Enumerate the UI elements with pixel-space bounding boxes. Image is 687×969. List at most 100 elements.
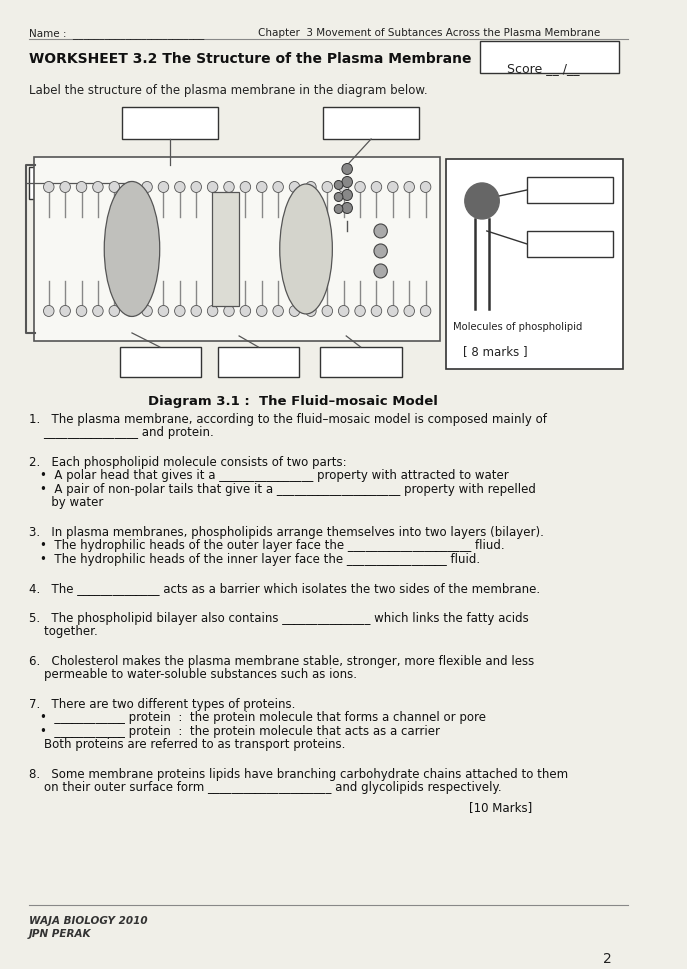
Bar bbox=[218, 348, 300, 378]
Circle shape bbox=[289, 306, 300, 317]
Circle shape bbox=[342, 203, 352, 214]
Circle shape bbox=[224, 182, 234, 193]
Circle shape bbox=[273, 306, 284, 317]
Text: WORKSHEET 3.2 The Structure of the Plasma Membrane: WORKSHEET 3.2 The Structure of the Plasm… bbox=[29, 52, 471, 66]
Bar bbox=[120, 348, 201, 378]
Circle shape bbox=[158, 182, 169, 193]
Circle shape bbox=[335, 181, 343, 190]
Text: 5.   The phospholipid bilayer also contains _______________ which links the fatt: 5. The phospholipid bilayer also contain… bbox=[29, 611, 528, 624]
Text: Score __ /__: Score __ /__ bbox=[507, 62, 579, 75]
Circle shape bbox=[387, 182, 398, 193]
Text: by water: by water bbox=[40, 496, 104, 509]
Bar bbox=[446, 160, 622, 369]
Text: •  A polar head that gives it a ________________ property with attracted to wate: • A polar head that gives it a _________… bbox=[40, 469, 509, 482]
Bar bbox=[212, 193, 239, 306]
Text: 3.   In plasma membranes, phospholipids arrange themselves into two layers (bila: 3. In plasma membranes, phospholipids ar… bbox=[29, 525, 543, 539]
Bar bbox=[122, 108, 218, 140]
Circle shape bbox=[306, 306, 316, 317]
Circle shape bbox=[126, 182, 136, 193]
Text: WAJA BIOLOGY 2010: WAJA BIOLOGY 2010 bbox=[29, 915, 147, 925]
Circle shape bbox=[240, 182, 251, 193]
Text: permeable to water-soluble substances such as ions.: permeable to water-soluble substances su… bbox=[29, 668, 357, 680]
Text: Chapter  3 Movement of Subtances Across the Plasma Membrane: Chapter 3 Movement of Subtances Across t… bbox=[258, 28, 600, 38]
Circle shape bbox=[371, 182, 382, 193]
Circle shape bbox=[374, 265, 387, 279]
Circle shape bbox=[374, 225, 387, 238]
Circle shape bbox=[174, 182, 185, 193]
Text: •  The hydrophilic heads of the inner layer face the _________________ fluid.: • The hydrophilic heads of the inner lay… bbox=[40, 552, 480, 565]
Circle shape bbox=[465, 184, 499, 220]
Text: 7.   There are two different types of proteins.: 7. There are two different types of prot… bbox=[29, 697, 295, 710]
Text: JPN PERAK: JPN PERAK bbox=[29, 928, 91, 938]
Bar bbox=[29, 168, 124, 200]
Circle shape bbox=[342, 190, 352, 202]
Circle shape bbox=[322, 306, 333, 317]
Text: 2.   Each phospholipid molecule consists of two parts:: 2. Each phospholipid molecule consists o… bbox=[29, 455, 346, 468]
Circle shape bbox=[109, 306, 120, 317]
Circle shape bbox=[339, 182, 349, 193]
Circle shape bbox=[339, 306, 349, 317]
Circle shape bbox=[142, 182, 153, 193]
Text: •  A pair of non-polar tails that give it a _____________________ property with : • A pair of non-polar tails that give it… bbox=[40, 483, 536, 495]
Circle shape bbox=[60, 182, 71, 193]
Circle shape bbox=[404, 182, 414, 193]
Circle shape bbox=[191, 182, 201, 193]
Text: Molecules of phospholipid: Molecules of phospholipid bbox=[453, 322, 583, 331]
Circle shape bbox=[93, 306, 103, 317]
Circle shape bbox=[374, 245, 387, 259]
Text: Diagram 3.1 :  The Fluid–mosaic Model: Diagram 3.1 : The Fluid–mosaic Model bbox=[148, 394, 438, 408]
Circle shape bbox=[142, 306, 153, 317]
Circle shape bbox=[342, 177, 352, 188]
Bar bbox=[324, 108, 419, 140]
Circle shape bbox=[354, 182, 365, 193]
Bar bbox=[480, 42, 619, 74]
Circle shape bbox=[240, 306, 251, 317]
Text: ________________ and protein.: ________________ and protein. bbox=[29, 426, 214, 439]
Circle shape bbox=[273, 182, 284, 193]
Circle shape bbox=[371, 306, 382, 317]
Circle shape bbox=[289, 182, 300, 193]
Circle shape bbox=[93, 182, 103, 193]
Circle shape bbox=[43, 306, 54, 317]
Circle shape bbox=[256, 306, 267, 317]
Circle shape bbox=[158, 306, 169, 317]
Circle shape bbox=[109, 182, 120, 193]
Text: 8.   Some membrane proteins lipids have branching carbohydrate chains attached t: 8. Some membrane proteins lipids have br… bbox=[29, 767, 568, 780]
Circle shape bbox=[224, 306, 234, 317]
Text: 1.   The plasma membrane, according to the fluid–mosaic model is composed mainly: 1. The plasma membrane, according to the… bbox=[29, 413, 547, 425]
Ellipse shape bbox=[280, 185, 333, 315]
Circle shape bbox=[387, 306, 398, 317]
Text: 4.   The ______________ acts as a barrier which isolates the two sides of the me: 4. The ______________ acts as a barrier … bbox=[29, 581, 540, 595]
Text: •  ____________ protein  :  the protein molecule that forms a channel or pore: • ____________ protein : the protein mol… bbox=[40, 710, 486, 724]
Circle shape bbox=[306, 182, 316, 193]
Text: Label the structure of the plasma membrane in the diagram below.: Label the structure of the plasma membra… bbox=[29, 84, 427, 97]
Circle shape bbox=[335, 193, 343, 203]
Text: on their outer surface form _____________________ and glycolipids respectively.: on their outer surface form ____________… bbox=[29, 781, 502, 794]
Circle shape bbox=[335, 205, 343, 214]
Circle shape bbox=[404, 306, 414, 317]
Bar bbox=[527, 177, 613, 203]
Bar bbox=[320, 348, 402, 378]
Text: 6.   Cholesterol makes the plasma membrane stable, stronger, more flexible and l: 6. Cholesterol makes the plasma membrane… bbox=[29, 654, 534, 668]
Text: together.: together. bbox=[29, 625, 98, 638]
Circle shape bbox=[191, 306, 201, 317]
Circle shape bbox=[256, 182, 267, 193]
Bar bbox=[527, 232, 613, 258]
Text: •  ____________ protein  :  the protein molecule that acts as a carrier: • ____________ protein : the protein mol… bbox=[40, 724, 440, 737]
Circle shape bbox=[420, 306, 431, 317]
Circle shape bbox=[322, 182, 333, 193]
Circle shape bbox=[420, 182, 431, 193]
Text: Both proteins are referred to as transport proteins.: Both proteins are referred to as transpo… bbox=[29, 737, 345, 751]
Text: 2: 2 bbox=[602, 951, 611, 965]
Circle shape bbox=[207, 182, 218, 193]
Text: •  The hydrophilic heads of the outer layer face the _____________________ fliud: • The hydrophilic heads of the outer lay… bbox=[40, 539, 505, 552]
Bar bbox=[34, 158, 440, 342]
Circle shape bbox=[126, 306, 136, 317]
Circle shape bbox=[354, 306, 365, 317]
Text: Name :  _________________________: Name : _________________________ bbox=[29, 28, 204, 39]
Circle shape bbox=[76, 306, 87, 317]
Circle shape bbox=[342, 165, 352, 175]
Text: [10 Marks]: [10 Marks] bbox=[469, 800, 532, 813]
Circle shape bbox=[43, 182, 54, 193]
Ellipse shape bbox=[104, 182, 159, 317]
